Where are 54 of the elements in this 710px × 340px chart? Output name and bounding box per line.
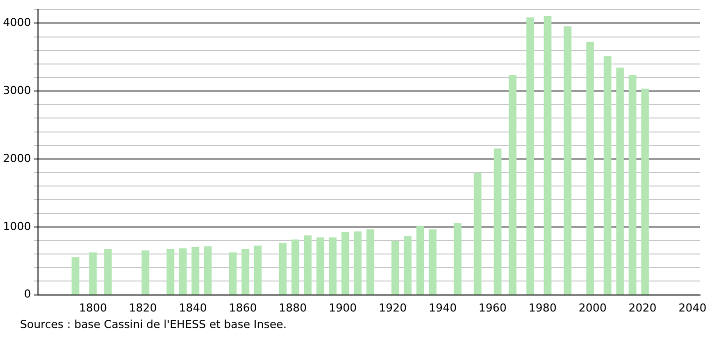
bar xyxy=(72,257,80,295)
bar xyxy=(278,242,287,295)
bar xyxy=(354,231,362,295)
bar xyxy=(544,16,552,295)
x-tick-label: 1920 xyxy=(378,301,407,314)
bar xyxy=(416,226,424,295)
bar xyxy=(616,68,624,295)
bar xyxy=(142,250,150,295)
x-tick-label: 1900 xyxy=(328,301,357,314)
x-tick-label: 1820 xyxy=(128,301,157,314)
y-tick-label: 2000 xyxy=(2,152,31,165)
bar xyxy=(89,252,97,295)
bar xyxy=(366,229,374,295)
y-tick-label: 1000 xyxy=(2,220,31,233)
x-tick-label: 2040 xyxy=(678,301,707,314)
x-tick-label: 1800 xyxy=(78,301,107,314)
bar xyxy=(166,248,174,295)
bar xyxy=(454,223,462,295)
x-tick-label: 1960 xyxy=(478,301,507,314)
bar xyxy=(628,75,636,295)
bar xyxy=(254,246,262,295)
x-tick-label: 2020 xyxy=(628,301,657,314)
x-tick-label: 1980 xyxy=(528,301,557,314)
y-tick-label: 0 xyxy=(24,288,31,301)
bar xyxy=(304,235,312,295)
bar xyxy=(104,248,112,295)
y-tick-label: 4000 xyxy=(2,16,31,30)
x-tick-label: 1860 xyxy=(228,301,257,314)
bar xyxy=(526,17,534,295)
bar xyxy=(508,75,516,295)
x-tick-label: 1840 xyxy=(178,301,207,314)
bar xyxy=(192,246,200,295)
bar xyxy=(428,229,437,295)
bar xyxy=(229,252,237,295)
bar xyxy=(204,246,212,295)
bar xyxy=(604,56,612,295)
bar xyxy=(291,239,300,295)
bar xyxy=(474,172,482,295)
bar xyxy=(404,236,412,295)
bar xyxy=(586,42,594,295)
bar xyxy=(316,237,324,295)
source-note: Sources : base Cassini de l'EHESS et base Insee. xyxy=(20,318,287,331)
bar xyxy=(242,248,250,295)
bar xyxy=(494,148,502,295)
bar xyxy=(564,26,572,295)
bar xyxy=(179,248,187,295)
bar xyxy=(641,88,649,295)
bar xyxy=(391,240,400,295)
x-tick-label: 2000 xyxy=(578,301,607,314)
x-tick-label: 1880 xyxy=(278,301,307,314)
y-tick-label: 3000 xyxy=(2,84,31,97)
bar xyxy=(328,237,337,295)
x-tick-label: 1940 xyxy=(428,301,457,314)
bar xyxy=(341,232,350,295)
